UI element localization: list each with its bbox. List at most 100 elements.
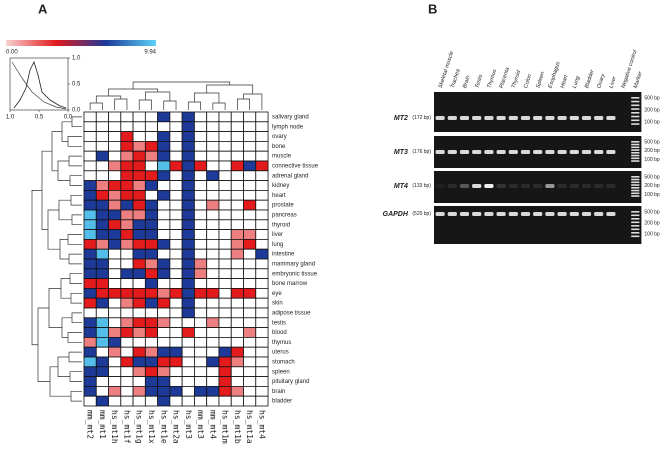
heatmap-cell [243,170,257,182]
heatmap-cell [144,150,159,162]
heatmap-cell [169,385,183,397]
heatmap-cell [230,209,244,221]
heatmap-cell [206,356,220,368]
gel-band [520,184,531,188]
heatmap-cell [120,199,134,211]
heatmap-cell [230,278,244,289]
column-label: hs_mt1b [233,410,242,444]
panel-label: A [38,1,48,16]
gel-band [606,150,616,154]
heatmap-cell [83,336,97,348]
heatmap-cell [218,395,232,407]
ladder-band [631,184,640,186]
heatmap-cell [157,189,171,201]
heatmap-cell [255,268,269,279]
heatmap-cell [181,189,195,201]
heatmap-cell [144,248,159,260]
heatmap-cell [132,268,146,279]
lane-label: Trachea [450,68,462,89]
heatmap-cell [181,297,195,309]
ladder-band [631,143,640,146]
heatmap-cell [181,150,195,162]
colorbar [6,40,156,46]
dendrogram-branch [67,332,82,343]
heatmap-cell [132,170,146,182]
heatmap-cell [218,238,232,250]
heatmap-cell [243,317,257,328]
heatmap-cell [157,229,171,240]
heatmap-cell [95,376,109,387]
heatmap-cell [83,150,97,162]
heatmap-cell [194,336,208,348]
heatmap-cell [206,307,220,319]
row-label: spleen [272,369,290,375]
heatmap-cell [169,268,183,279]
gel-band [557,150,567,154]
heatmap-cell [95,150,109,162]
heatmap-cell [157,180,171,191]
heatmap-cell [157,307,171,319]
row-label: liver [272,232,283,238]
gel-band [484,150,494,154]
heatmap-cell [108,336,122,348]
heatmap-cell [132,150,146,162]
heatmap-cell [157,366,171,377]
heatmap-cell [194,180,208,191]
heatmap-cell [194,327,208,338]
heatmap-cell [132,111,146,123]
ladder-band [631,123,640,125]
heatmap-cell [194,140,208,152]
heatmap-cell [144,209,159,221]
density-curve [13,60,67,109]
heatmap-cell [132,219,146,231]
heatmap-cell [120,307,134,319]
heatmap-cell [95,317,109,328]
heatmap-cell [144,336,159,348]
heatmap-cell [255,229,269,240]
product-size: (520 bp) [412,211,431,217]
heatmap-cell [181,366,195,377]
heatmap-cell [194,111,208,123]
gel-band [447,150,457,154]
gel-band [606,184,616,188]
gel-band [545,116,555,120]
marker-label: 100 bp [644,232,660,238]
dendrogram-branch [58,199,72,221]
heatmap-cell [255,385,269,397]
heatmap-cell [157,150,171,162]
heatmap-cell [255,189,269,201]
heatmap-cell [243,376,257,387]
gel-band [581,184,592,188]
gel-band [508,212,518,216]
heatmap-cell [120,209,134,221]
heatmap-cell [169,160,183,172]
heatmap-cell [132,160,146,172]
heatmap-cell [120,229,134,240]
dendrogram-branch [57,160,70,181]
heatmap-cell [120,317,134,328]
ladder-band [631,187,640,189]
heatmap-cell [108,356,122,368]
heatmap-cell [230,317,244,328]
heatmap-cell [169,170,183,182]
heatmap-cell [95,346,109,358]
heatmap-cell [218,248,232,260]
heatmap-cell [181,229,195,240]
heatmap-cell [194,278,208,289]
heatmap-cell [95,160,109,172]
gel-band [508,150,518,154]
heatmap-cell [218,268,232,279]
dendrogram-branch [237,98,250,110]
gel-band [435,150,445,154]
gel-band [484,116,494,120]
heatmap-cell [169,199,183,211]
ladder-band [631,195,640,197]
heatmap-cell [95,170,109,182]
heatmap-cell [132,336,146,348]
dendrogram-branch [194,92,220,103]
heatmap-cell [83,121,97,133]
heatmap-cell [181,140,195,152]
gel-band [472,184,482,188]
heatmap-cell [181,131,195,142]
lane-label: Lung [572,75,582,89]
